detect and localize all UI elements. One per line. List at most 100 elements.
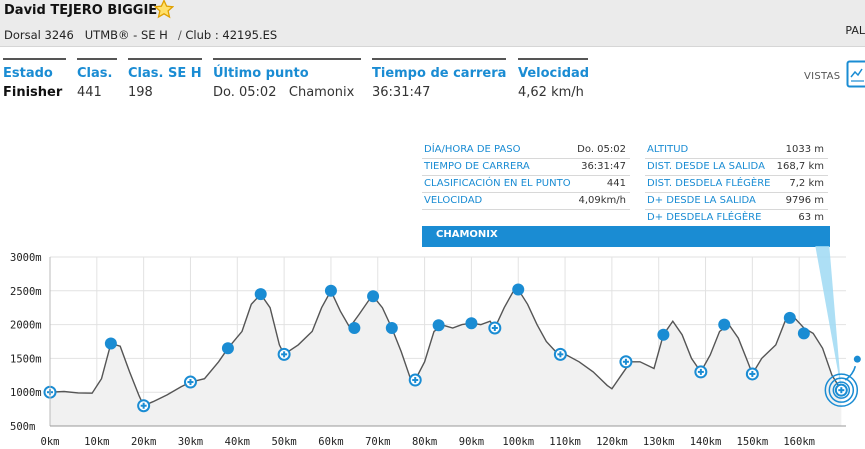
- checkpoint-dot: [512, 283, 525, 296]
- info-key: D+ DESDELA FLÉGÈRE: [647, 212, 762, 223]
- runner-ring: [832, 381, 851, 399]
- checkpoint-dot: [465, 317, 478, 330]
- x-tick-label: 50km: [271, 436, 296, 448]
- x-tick-label: 130km: [643, 436, 675, 448]
- runner-subinfo: Dorsal 3246 UTMB® - SE H / Club : 42195.E…: [4, 28, 277, 42]
- checkpoint-dot: [104, 337, 117, 350]
- y-axis: 3000m 2500m 2000m 1500m 1000m 500m: [10, 252, 51, 433]
- x-tick-label: 0km: [41, 436, 60, 448]
- runner-head: [853, 355, 861, 363]
- checkpoint-cross: [745, 367, 759, 381]
- info-value: 7,2 km: [789, 178, 824, 189]
- info-value: 63 m: [798, 212, 824, 223]
- checkpoint-cross: [619, 355, 633, 369]
- chart-view-icon[interactable]: [846, 60, 865, 88]
- separator: /: [177, 28, 182, 42]
- last-point-place: Chamonix: [288, 85, 355, 100]
- stat-clas: Clas. 441: [77, 58, 117, 100]
- stat-label: Último punto: [213, 66, 309, 81]
- checkpoint-dot: [324, 284, 337, 297]
- stat-label: Clas.: [77, 66, 113, 81]
- info-key: VELOCIDAD: [424, 195, 483, 206]
- runner-name: David TEJERO BIGGIE: [4, 3, 158, 18]
- stat-value: 441: [77, 85, 102, 100]
- stat-value: 36:31:47: [372, 85, 431, 100]
- checkpoint-dot: [254, 288, 267, 301]
- checkpoint-dot: [783, 311, 796, 324]
- x-tick-label: 100km: [502, 436, 534, 448]
- x-tick-label: 60km: [318, 436, 343, 448]
- stat-ultimo-punto: Último punto Do. 05:02 Chamonix: [213, 58, 361, 100]
- point-info-left: DÍA/HORA DE PASO Do. 05:02 TIEMPO DE CARR…: [422, 142, 630, 210]
- info-row: D+ DESDELA FLÉGÈRE 63 m: [645, 210, 828, 227]
- checkpoint-cross: [488, 321, 502, 335]
- checkpoint-cross: [137, 399, 151, 413]
- y-tick-label: 3000m: [10, 252, 42, 264]
- x-tick-label: 80km: [412, 436, 437, 448]
- x-tick-label: 150km: [737, 436, 769, 448]
- checkpoint-cross: [834, 383, 848, 397]
- info-value: 441: [606, 178, 626, 189]
- x-tick-label: 30km: [178, 436, 203, 448]
- info-row: D+ DESDE LA SALIDA 9796 m: [645, 193, 828, 210]
- x-tick-label: 90km: [459, 436, 484, 448]
- runner-ring: [824, 373, 859, 407]
- info-key: DIST. DESDE LA SALIDA: [647, 161, 765, 172]
- category: UTMB® - SE H: [84, 28, 168, 42]
- checkpoint-dot: [385, 321, 398, 334]
- info-row: DIST. DESDELA FLÉGÈRE 7,2 km: [645, 176, 828, 193]
- info-value: Do. 05:02: [577, 144, 626, 155]
- checkpoint-dot: [797, 327, 810, 340]
- pointer-wedge: [815, 246, 842, 391]
- info-row: VELOCIDAD 4,09km/h: [422, 193, 630, 210]
- elevation-chart[interactable]: 3000m 2500m 2000m 1500m 1000m 500m 0km 10km 20k…: [0, 245, 865, 449]
- stat-velocidad: Velocidad 4,62 km/h: [518, 58, 590, 100]
- x-tick-label: 20km: [131, 436, 156, 448]
- info-value: 9796 m: [785, 195, 824, 206]
- checkpoint-cross: [408, 373, 422, 387]
- info-key: CLASIFICACIÓN EN EL PUNTO: [424, 178, 571, 189]
- runner-ring: [828, 377, 855, 403]
- info-value: 4,09km/h: [578, 195, 626, 206]
- vistas-label[interactable]: VISTAS: [804, 71, 841, 82]
- info-row: DÍA/HORA DE PASO Do. 05:02: [422, 142, 630, 159]
- x-tick-label: 110km: [549, 436, 581, 448]
- y-tick-label: 2500m: [10, 286, 42, 298]
- info-key: TIEMPO DE CARRERA: [424, 161, 530, 172]
- y-tick-label: 2000m: [10, 320, 42, 332]
- star-icon[interactable]: [154, 0, 174, 19]
- checkpoint-dot: [718, 318, 731, 331]
- stat-value: Do. 05:02 Chamonix: [213, 85, 361, 100]
- truncated-label: PAL: [845, 24, 865, 37]
- stat-value: 4,62 km/h: [518, 85, 584, 100]
- last-point-time: Do. 05:02: [213, 85, 277, 100]
- info-key: DÍA/HORA DE PASO: [424, 144, 521, 155]
- info-value: 36:31:47: [581, 161, 626, 172]
- x-tick-label: 120km: [596, 436, 628, 448]
- checkpoint-dot: [367, 290, 380, 303]
- stat-value: Finisher: [3, 85, 63, 100]
- stat-label: Clas. SE H: [128, 66, 202, 81]
- point-info-right: ALTITUD 1033 m DIST. DESDE LA SALIDA 168,7…: [645, 142, 828, 227]
- info-key: DIST. DESDELA FLÉGÈRE: [647, 178, 771, 189]
- stat-label: Velocidad: [518, 66, 590, 81]
- stat-estado: Estado Finisher: [3, 58, 66, 100]
- profile-area: [50, 289, 842, 426]
- info-key: ALTITUD: [647, 144, 689, 155]
- x-tick-label: 10km: [84, 436, 109, 448]
- stat-label: Tiempo de carrera: [372, 66, 507, 81]
- club: Club : 42195.ES: [185, 28, 278, 42]
- checkpoint-markers[interactable]: [43, 283, 848, 413]
- info-row: CLASIFICACIÓN EN EL PUNTO 441: [422, 176, 630, 193]
- checkpoint-pointer: [815, 246, 842, 391]
- stat-value: 198: [128, 85, 153, 100]
- info-row: ALTITUD 1033 m: [645, 142, 828, 159]
- x-tick-label: 140km: [690, 436, 722, 448]
- runner-position-icon[interactable]: [824, 355, 861, 407]
- y-tick-label: 1000m: [10, 387, 42, 399]
- info-value: 168,7 km: [776, 161, 824, 172]
- checkpoint-dot: [221, 342, 234, 355]
- checkpoint-banner: CHAMONIX: [422, 226, 830, 247]
- info-value: 1033 m: [785, 144, 824, 155]
- stat-label: Estado: [3, 66, 53, 81]
